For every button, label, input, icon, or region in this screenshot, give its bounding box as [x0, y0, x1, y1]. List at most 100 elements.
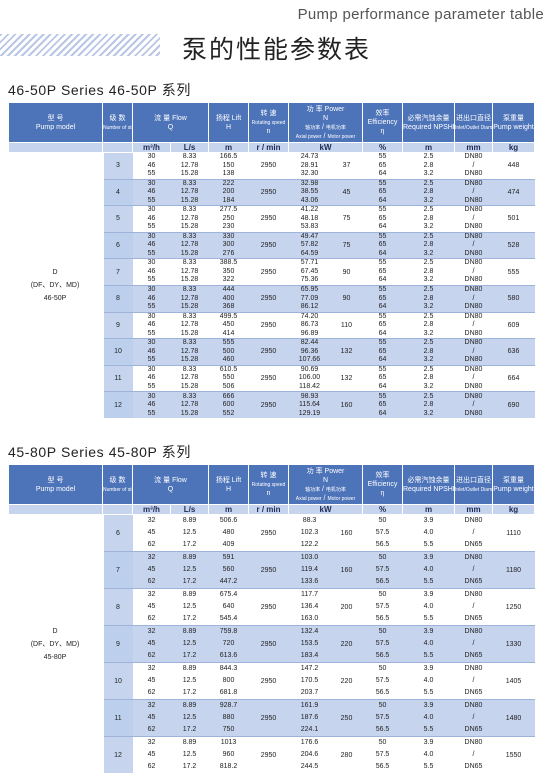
motor-power-cell: 90 [330, 258, 363, 286]
motor-power-cell: 90 [330, 284, 363, 313]
unit-flow-m3h: m³/h [132, 504, 171, 515]
motor-power-cell: 160 [330, 551, 363, 589]
shaft-power-cell: 147.2 170.5 203.7 [288, 662, 331, 700]
diameter-cell: DN80/DN80 [454, 338, 493, 366]
flow-ls-value: 8.33 [182, 259, 197, 267]
flow-ls-cell: 8.33 12.78 15.28 [170, 152, 209, 180]
shaft-power-value: 24.73 [300, 153, 319, 161]
weight-cell: 580 [492, 284, 535, 313]
efficiency-value: 57.5 [375, 677, 390, 684]
motor-power-label: 电机功率 [325, 124, 346, 131]
npshr-cell: 2.5 2.8 3.2 [402, 231, 455, 259]
speed-cell: 2950 [248, 205, 289, 233]
weight-cell: 501 [492, 205, 535, 233]
unit-eff: % [362, 504, 403, 515]
col-symbol: η [380, 128, 385, 135]
head-value: 300 [222, 241, 235, 249]
flow-ls-value: 8.89 [182, 554, 197, 561]
efficiency-cell: 55 65 64 [362, 364, 403, 392]
weight-cell: 1550 [492, 736, 535, 773]
flow-m3h-value: 55 [147, 223, 156, 231]
shaft-power-cell: 98.93 115.64 129.19 [288, 391, 331, 419]
head-value: 666 [222, 392, 235, 400]
head-value: 499.5 [219, 312, 238, 320]
col-label-en: Pump weight [493, 485, 534, 493]
unit-speed: r / min [248, 504, 289, 515]
shaft-power-value: 77.09 [300, 294, 319, 302]
table-row: 8 32 45 62 8.89 12.5 17.2 675.4 640 545.4 2950… [9, 588, 535, 626]
head-value: 444 [222, 286, 235, 294]
motor-power-cell: 220 [330, 625, 363, 663]
outlet-diameter: DN80 [464, 249, 483, 257]
pump-model-cell: D (DF、DY、MD) 45-80P [8, 514, 104, 773]
head-value: 184 [222, 196, 235, 204]
flow-m3h-value: 30 [147, 179, 156, 187]
efficiency-value: 65 [378, 401, 387, 409]
motor-power-cell: 37 [330, 152, 363, 180]
flow-ls-value: 15.28 [180, 249, 199, 257]
col-label-cn: 效率 [375, 110, 390, 117]
shaft-power-value: 38.55 [300, 188, 319, 196]
efficiency-cell: 55 65 64 [362, 231, 403, 259]
flow-ls-value: 12.5 [182, 529, 197, 536]
shaft-power-label-en: Axial power [295, 133, 322, 140]
npshr-value: 4.0 [423, 566, 434, 573]
head-cell: 1013 960 818.2 [208, 736, 249, 773]
flow-m3h-value: 46 [147, 241, 156, 249]
flow-m3h-value: 62 [147, 726, 156, 733]
col-symbol: η [380, 490, 385, 497]
npshr-cell: 2.5 2.8 3.2 [402, 152, 455, 180]
inlet-diameter: DN80 [464, 365, 483, 373]
flow-ls-value: 15.28 [180, 329, 199, 337]
inlet-diameter: DN80 [464, 339, 483, 347]
outlet-diameter: DN65 [464, 615, 483, 622]
npshr-cell: 3.9 4.0 5.5 [402, 551, 455, 589]
diameter-divider: / [472, 640, 475, 647]
efficiency-cell: 50 57.5 56.5 [362, 625, 403, 663]
diameter-divider: / [472, 401, 475, 409]
shaft-power-cell: 24.73 28.91 32.30 [288, 152, 331, 180]
head-value: 844.3 [219, 665, 238, 672]
col-header-flow: 流 量 Flow Q [132, 102, 209, 143]
efficiency-value: 64 [378, 382, 387, 390]
col-symbol: Q [167, 123, 174, 131]
npshr-value: 4.0 [423, 677, 434, 684]
flow-ls-cell: 8.89 12.5 17.2 [170, 625, 209, 663]
efficiency-value: 55 [378, 286, 387, 294]
npshr-value: 3.9 [423, 628, 434, 635]
diameter-cell: DN80 / DN65 [454, 551, 493, 589]
shaft-power-value: 187.6 [300, 714, 319, 721]
npshr-value: 3.2 [423, 329, 434, 337]
flow-m3h-value: 45 [147, 603, 156, 610]
stages-cell: 6 [102, 514, 133, 552]
col-header-npshr: 必需汽蚀余量 Required NPSHR [402, 102, 455, 143]
flow-ls-cell: 8.33 12.78 15.28 [170, 231, 209, 259]
flow-m3h-value: 62 [147, 578, 156, 585]
npshr-cell: 3.9 4.0 5.5 [402, 588, 455, 626]
stages-cell: 7 [102, 258, 133, 286]
diameter-cell: DN80 / DN65 [454, 625, 493, 663]
page-caption: Pump performance parameter table [297, 6, 544, 23]
col-label-cn: 功 率 [306, 105, 323, 113]
shaft-power-cell: 117.7 136.4 163.0 [288, 588, 331, 626]
weight-cell: 474 [492, 178, 535, 206]
diameter-cell: DN80/DN80 [454, 284, 493, 313]
head-cell: 844.3 800 681.8 [208, 662, 249, 700]
shaft-power-value: 176.6 [300, 739, 319, 746]
npshr-cell: 2.5 2.8 3.2 [402, 284, 455, 313]
col-label-cn: 转 速 [260, 472, 277, 479]
flow-ls-value: 8.33 [182, 339, 197, 347]
col-symbol: Q [167, 485, 174, 493]
shaft-power-cell: 103.0 119.4 133.6 [288, 551, 331, 589]
head-value: 675.4 [219, 591, 238, 598]
head-value: 610.5 [219, 365, 238, 373]
npshr-value: 4.0 [423, 640, 434, 647]
unit-flow-ls: L/s [170, 142, 209, 153]
diameter-divider: / [472, 566, 475, 573]
col-header-model: 型 号 Pump model [8, 102, 103, 143]
motor-power-cell: 250 [330, 699, 363, 737]
shaft-power-value: 57.71 [300, 259, 319, 267]
shaft-power-cell: 161.9 187.6 224.1 [288, 699, 331, 737]
efficiency-value: 57.5 [375, 603, 390, 610]
